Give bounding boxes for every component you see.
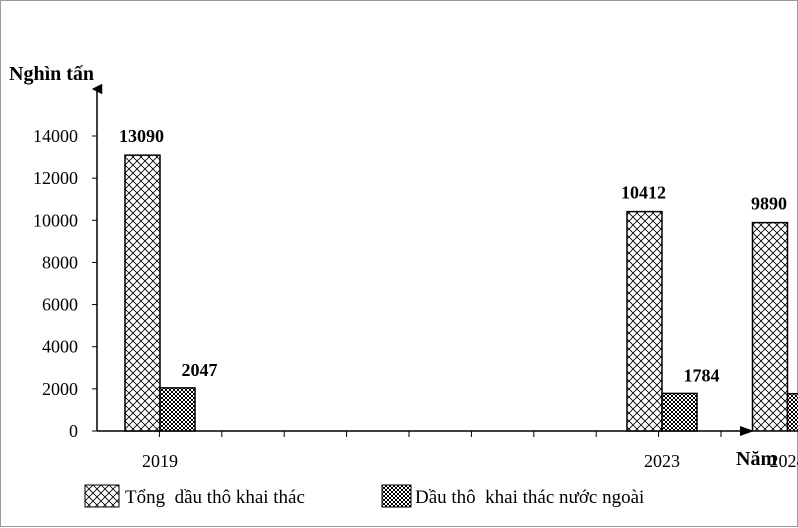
y-tick-label: 10000 bbox=[33, 210, 78, 230]
data-label: 13090 bbox=[119, 126, 164, 146]
x-tick-label: 2023 bbox=[644, 451, 680, 471]
data-label: 10412 bbox=[621, 183, 666, 203]
data-label: 2047 bbox=[182, 360, 218, 380]
y-tick-label: 2000 bbox=[42, 379, 78, 399]
x-ticks: 2019 2023 2024 bbox=[142, 431, 798, 471]
data-label: 1784 bbox=[684, 365, 720, 385]
bar-overseas-2024 bbox=[788, 394, 798, 431]
y-tick-label: 14000 bbox=[33, 126, 78, 146]
legend-label-overseas: Dầu thô khai thác nước ngoài bbox=[415, 487, 644, 508]
y-tick-label: 0 bbox=[69, 421, 78, 441]
y-tick-label: 4000 bbox=[42, 337, 78, 357]
y-ticks: 0 2000 4000 6000 8000 10000 12000 14000 bbox=[33, 126, 97, 441]
bar-overseas-2023 bbox=[662, 393, 697, 431]
y-axis-label: Nghìn tấn bbox=[9, 63, 94, 85]
bar-overseas-2019 bbox=[160, 388, 195, 431]
y-tick-label: 6000 bbox=[42, 295, 78, 315]
y-tick-label: 8000 bbox=[42, 252, 78, 272]
data-label: 9890 bbox=[751, 194, 787, 214]
bars: 13090204710412178498901770 bbox=[119, 126, 798, 431]
bar-total-2023 bbox=[627, 212, 662, 431]
x-tick-label: 2019 bbox=[142, 451, 178, 471]
legend-swatch-overseas bbox=[382, 485, 411, 507]
legend: Tổng dầu thô khai thác Dầu thô khai thác… bbox=[85, 485, 644, 508]
bar-total-2024 bbox=[753, 223, 788, 431]
x-tick-label: 2024 bbox=[770, 451, 798, 471]
y-tick-label: 12000 bbox=[33, 168, 78, 188]
legend-swatch-total bbox=[85, 485, 119, 507]
legend-label-total: Tổng dầu thô khai thác bbox=[125, 487, 305, 508]
bar-total-2019 bbox=[125, 155, 160, 431]
